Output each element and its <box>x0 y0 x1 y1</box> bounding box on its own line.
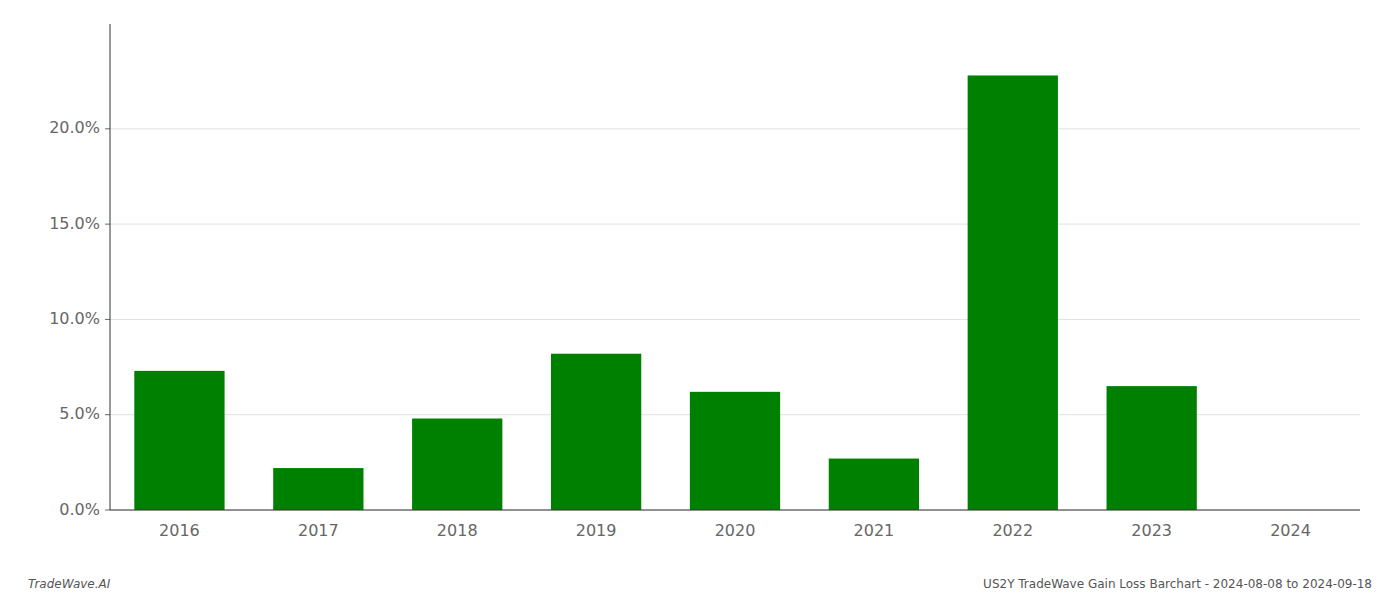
bar <box>829 459 919 510</box>
bars <box>134 75 1197 510</box>
grid-line <box>110 128 1360 129</box>
x-tick-label: 2021 <box>854 521 895 540</box>
footer-left: TradeWave.AI <box>28 577 111 591</box>
y-tick-label: 5.0% <box>59 404 100 423</box>
y-tick-label: 15.0% <box>49 214 100 233</box>
chart-svg: 0.0%5.0%10.0%15.0%20.0%20162017201820192… <box>0 0 1400 600</box>
grid-line <box>110 224 1360 225</box>
footer-right: US2Y TradeWave Gain Loss Barchart - 2024… <box>983 577 1372 591</box>
x-tick-label: 2023 <box>1131 521 1172 540</box>
y-tick-label: 20.0% <box>49 118 100 137</box>
y-tick-label: 0.0% <box>59 500 100 519</box>
x-tick-label: 2018 <box>437 521 478 540</box>
grid <box>110 129 1360 510</box>
x-axis-line <box>110 510 1360 511</box>
y-tick-label: 10.0% <box>49 309 100 328</box>
x-tick-label: 2019 <box>576 521 617 540</box>
bar <box>273 468 363 510</box>
bar <box>1107 386 1197 510</box>
x-tick-label: 2017 <box>298 521 339 540</box>
chart-container: 0.0%5.0%10.0%15.0%20.0%20162017201820192… <box>0 0 1400 600</box>
bar <box>968 75 1058 510</box>
bar <box>412 419 502 510</box>
y-axis-line <box>110 24 111 510</box>
y-tick <box>105 128 110 129</box>
x-tick-label: 2024 <box>1270 521 1311 540</box>
y-tick <box>105 319 110 320</box>
bar <box>690 392 780 510</box>
x-axis: 2016 2017 2018 2019 2020 2021 2022 2023 2024 <box>159 521 1311 540</box>
y-tick <box>105 224 110 225</box>
bar <box>551 354 641 510</box>
grid-line <box>110 319 1360 320</box>
y-axis: 0.0% 5.0% 10.0% 15.0% 20.0% <box>49 118 110 518</box>
x-tick-label: 2020 <box>715 521 756 540</box>
y-tick <box>105 414 110 415</box>
x-tick-label: 2022 <box>992 521 1033 540</box>
grid-line <box>110 510 1360 511</box>
y-tick <box>105 510 110 511</box>
bar <box>134 371 224 510</box>
x-tick-label: 2016 <box>159 521 200 540</box>
